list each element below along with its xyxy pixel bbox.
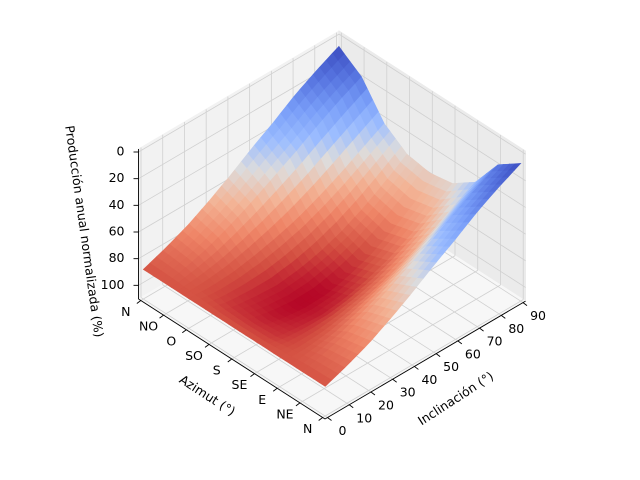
z-tick-label: 40 bbox=[109, 197, 125, 212]
y-tick-label: S bbox=[213, 363, 221, 378]
grid-line-y bbox=[322, 299, 524, 418]
z-tick-label: 0 bbox=[117, 144, 125, 159]
x-tick-mark bbox=[435, 353, 441, 358]
y-tick-mark bbox=[227, 358, 233, 363]
x-tick-label: 90 bbox=[530, 308, 546, 323]
y-tick-mark bbox=[295, 402, 301, 407]
x-tick-mark bbox=[479, 327, 484, 332]
y-tick-mark bbox=[272, 387, 278, 392]
x-tick-label: 60 bbox=[465, 346, 481, 361]
z-tick-label: 80 bbox=[109, 250, 125, 265]
surface-plot bbox=[142, 45, 522, 387]
x-tick-mark bbox=[457, 340, 463, 345]
y-tick-mark bbox=[182, 329, 187, 334]
x-tick-mark bbox=[348, 404, 354, 409]
x-tick-mark bbox=[392, 378, 397, 383]
y-tick-mark bbox=[136, 300, 142, 304]
x-tick-mark bbox=[370, 391, 376, 396]
grid-line-z bbox=[138, 33, 340, 153]
y-tick-label: NO bbox=[139, 319, 158, 334]
grid-line-z bbox=[338, 33, 526, 155]
y-tick-label: N bbox=[121, 304, 130, 319]
z-axis-label: Producción anual normalizada (%) bbox=[62, 124, 107, 338]
y-tick-mark bbox=[204, 344, 210, 348]
y-tick-mark bbox=[159, 314, 164, 319]
y-tick-mark bbox=[250, 373, 255, 377]
x-tick-label: 70 bbox=[487, 334, 503, 349]
x-tick-label: 50 bbox=[443, 359, 459, 374]
y-tick-label: SE bbox=[232, 377, 248, 392]
surface-patch bbox=[319, 376, 333, 387]
y-tick-label: SO bbox=[185, 348, 203, 363]
z-tick-label: 20 bbox=[109, 170, 125, 185]
y-tick-label: NE bbox=[276, 406, 293, 421]
x-tick-mark bbox=[414, 366, 419, 370]
x-tick-mark bbox=[522, 302, 528, 306]
x-tick-label: 0 bbox=[339, 423, 347, 438]
x-tick-label: 40 bbox=[421, 372, 437, 387]
y-tick-label: O bbox=[166, 333, 176, 348]
y-axis-label: Azimut (°) bbox=[177, 372, 238, 419]
x-tick-label: 30 bbox=[400, 385, 416, 400]
grid-line-z bbox=[338, 60, 526, 182]
grid-line-y bbox=[299, 284, 501, 404]
x-tick-mark bbox=[501, 314, 506, 319]
y-tick-mark bbox=[318, 417, 323, 421]
x-axis-line bbox=[324, 300, 526, 420]
y-tick-label: E bbox=[258, 392, 266, 407]
y-tick-label: N bbox=[303, 421, 312, 436]
x-tick-label: 80 bbox=[508, 321, 524, 336]
tick-marks bbox=[133, 151, 528, 421]
x-tick-label: 20 bbox=[378, 397, 394, 412]
grid-line-z bbox=[138, 60, 340, 180]
tick-labels: 0 10 20 30 40 50 60 70 80 90 N NE E SE S SO O NO N 0 20 40 60 8… bbox=[101, 144, 546, 439]
x-tick-label: 10 bbox=[356, 410, 372, 425]
z-tick-label: 60 bbox=[109, 224, 125, 239]
x-tick-mark bbox=[327, 417, 332, 421]
z-tick-label: 100 bbox=[101, 277, 125, 292]
